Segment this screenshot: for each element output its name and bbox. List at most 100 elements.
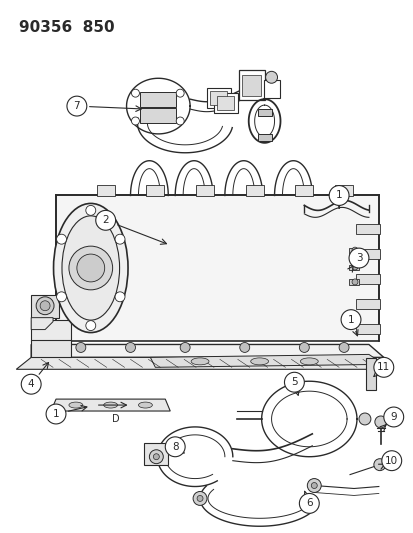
FancyBboxPatch shape — [144, 443, 168, 465]
Circle shape — [340, 310, 360, 329]
Text: 7: 7 — [74, 101, 80, 111]
Circle shape — [36, 297, 54, 314]
Circle shape — [192, 491, 206, 505]
FancyBboxPatch shape — [348, 264, 358, 270]
Circle shape — [67, 96, 87, 116]
Ellipse shape — [250, 358, 268, 365]
FancyBboxPatch shape — [214, 93, 237, 113]
FancyBboxPatch shape — [196, 184, 214, 197]
Circle shape — [76, 343, 85, 352]
FancyBboxPatch shape — [355, 224, 379, 234]
Text: 10: 10 — [384, 456, 397, 466]
Circle shape — [77, 254, 104, 282]
FancyBboxPatch shape — [242, 75, 261, 95]
Circle shape — [374, 416, 386, 428]
Circle shape — [351, 279, 357, 285]
Polygon shape — [56, 196, 378, 342]
Polygon shape — [31, 295, 59, 318]
Text: 1: 1 — [52, 409, 59, 419]
Circle shape — [306, 479, 320, 492]
Circle shape — [153, 454, 159, 459]
FancyBboxPatch shape — [295, 184, 313, 197]
Circle shape — [46, 404, 66, 424]
Circle shape — [348, 248, 368, 268]
Circle shape — [69, 246, 112, 290]
Circle shape — [115, 292, 125, 302]
FancyBboxPatch shape — [206, 88, 230, 108]
Ellipse shape — [191, 358, 209, 365]
Circle shape — [311, 482, 316, 489]
Polygon shape — [31, 320, 71, 342]
Circle shape — [383, 407, 403, 427]
FancyBboxPatch shape — [140, 92, 176, 107]
Circle shape — [40, 301, 50, 311]
FancyBboxPatch shape — [355, 324, 379, 334]
Polygon shape — [51, 399, 170, 411]
Text: 1: 1 — [347, 314, 354, 325]
FancyBboxPatch shape — [348, 248, 358, 254]
Text: 1: 1 — [335, 190, 342, 200]
FancyBboxPatch shape — [263, 80, 279, 98]
Circle shape — [197, 496, 202, 502]
Ellipse shape — [300, 358, 318, 365]
Text: 90356  850: 90356 850 — [19, 20, 115, 35]
Circle shape — [358, 413, 370, 425]
FancyBboxPatch shape — [365, 358, 375, 390]
FancyBboxPatch shape — [97, 184, 114, 197]
Circle shape — [176, 117, 184, 125]
Polygon shape — [257, 109, 271, 116]
Circle shape — [131, 89, 139, 97]
Circle shape — [115, 234, 125, 244]
Polygon shape — [150, 354, 383, 367]
Ellipse shape — [138, 402, 152, 408]
Circle shape — [85, 205, 95, 215]
Circle shape — [373, 358, 393, 377]
Text: 11: 11 — [376, 362, 389, 373]
Circle shape — [265, 71, 277, 83]
Circle shape — [57, 292, 66, 302]
Ellipse shape — [103, 402, 117, 408]
FancyBboxPatch shape — [146, 184, 164, 197]
Circle shape — [284, 372, 304, 392]
Circle shape — [165, 437, 185, 457]
FancyBboxPatch shape — [355, 299, 379, 309]
Text: 3: 3 — [355, 253, 361, 263]
Circle shape — [373, 459, 385, 471]
FancyBboxPatch shape — [210, 91, 227, 104]
Polygon shape — [31, 340, 71, 358]
Circle shape — [338, 343, 348, 352]
Circle shape — [381, 451, 401, 471]
Circle shape — [299, 494, 318, 513]
Polygon shape — [257, 134, 271, 141]
FancyBboxPatch shape — [245, 184, 263, 197]
Circle shape — [85, 321, 95, 330]
Polygon shape — [31, 318, 53, 329]
Polygon shape — [31, 344, 383, 358]
Circle shape — [125, 343, 135, 352]
Circle shape — [21, 374, 41, 394]
FancyBboxPatch shape — [355, 249, 379, 259]
FancyBboxPatch shape — [355, 274, 379, 284]
Text: 6: 6 — [305, 498, 312, 508]
Text: D: D — [112, 414, 119, 424]
FancyBboxPatch shape — [217, 95, 234, 110]
FancyBboxPatch shape — [140, 108, 176, 123]
Ellipse shape — [62, 216, 119, 320]
Circle shape — [328, 185, 348, 205]
Polygon shape — [16, 358, 383, 369]
Text: 4: 4 — [28, 379, 34, 389]
Circle shape — [176, 89, 184, 97]
Circle shape — [351, 264, 357, 270]
FancyBboxPatch shape — [348, 279, 358, 285]
Circle shape — [57, 234, 66, 244]
Circle shape — [351, 247, 357, 253]
Ellipse shape — [69, 402, 83, 408]
Ellipse shape — [53, 204, 128, 333]
Text: 5: 5 — [290, 377, 297, 387]
Circle shape — [131, 117, 139, 125]
Text: 8: 8 — [171, 442, 178, 452]
Circle shape — [299, 343, 309, 352]
FancyBboxPatch shape — [238, 70, 264, 100]
FancyBboxPatch shape — [335, 184, 352, 197]
Circle shape — [149, 450, 163, 464]
